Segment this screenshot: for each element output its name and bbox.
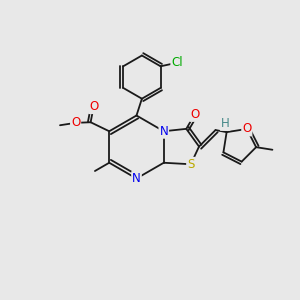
Text: N: N xyxy=(132,172,141,185)
Text: O: O xyxy=(89,100,98,113)
Text: Cl: Cl xyxy=(171,56,183,69)
Text: H: H xyxy=(221,117,230,130)
Text: O: O xyxy=(242,122,251,135)
Text: N: N xyxy=(159,125,168,138)
Text: S: S xyxy=(187,158,194,171)
Text: O: O xyxy=(71,116,80,129)
Text: O: O xyxy=(190,108,199,121)
